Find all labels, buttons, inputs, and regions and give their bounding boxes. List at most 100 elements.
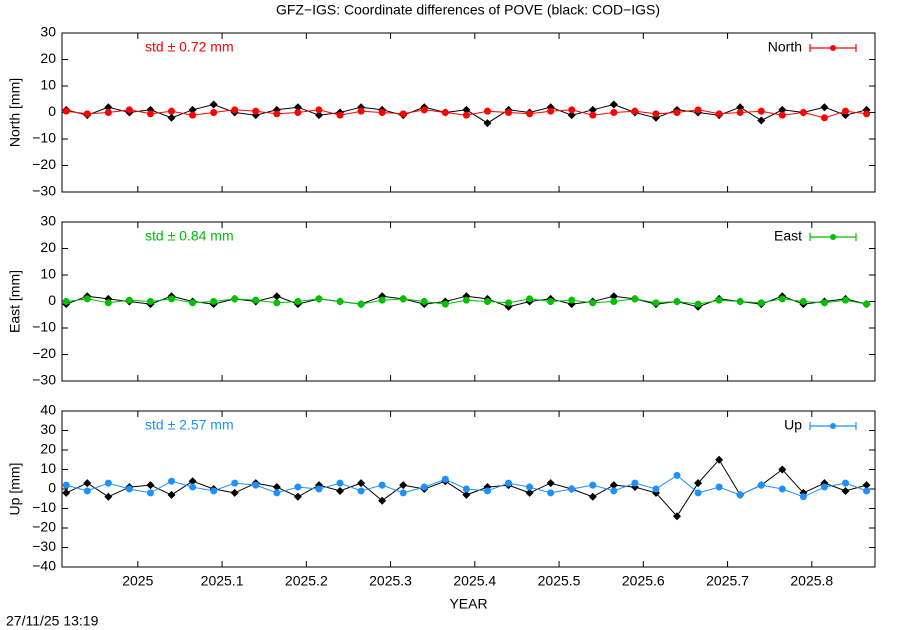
- legend-label: Up: [784, 417, 802, 433]
- data-point: [694, 489, 702, 497]
- data-point: [252, 107, 260, 115]
- data-point: [842, 107, 850, 115]
- data-point: [62, 298, 70, 305]
- data-point: [378, 481, 386, 489]
- data-point: [188, 105, 197, 114]
- x-tick-label: 2025.2: [285, 573, 328, 589]
- data-point: [231, 106, 239, 114]
- data-point: [189, 299, 197, 307]
- data-point: [399, 481, 408, 490]
- y-tick-label: −30: [32, 183, 56, 199]
- data-point: [315, 106, 323, 114]
- data-point: [757, 107, 765, 115]
- data-point: [83, 479, 92, 488]
- data-point: [293, 103, 302, 112]
- y-tick-label: −10: [32, 499, 56, 515]
- data-point: [462, 111, 470, 119]
- x-tick-label: 2025.8: [790, 573, 833, 589]
- y-tick-label: 10: [40, 266, 56, 282]
- timestamp: 27/11/25 13:19: [6, 613, 99, 629]
- data-point: [673, 471, 681, 479]
- data-point: [799, 493, 807, 501]
- data-point: [778, 465, 787, 474]
- data-point: [610, 109, 618, 116]
- data-point: [336, 486, 345, 495]
- data-point: [146, 481, 155, 490]
- data-point: [525, 488, 534, 497]
- data-point: [757, 116, 766, 125]
- data-point: [568, 106, 576, 114]
- data-point: [652, 299, 660, 307]
- y-tick-label: 20: [40, 239, 56, 255]
- legend-swatch: [830, 45, 836, 51]
- data-point: [820, 299, 828, 307]
- data-point: [273, 110, 281, 118]
- data-point: [736, 298, 744, 305]
- data-point: [273, 299, 281, 307]
- data-point: [778, 485, 786, 493]
- y-tick-label: 30: [40, 421, 56, 437]
- legend-swatch: [830, 423, 836, 429]
- legend-label: North: [768, 39, 802, 55]
- data-point: [294, 298, 302, 305]
- data-point: [189, 483, 197, 491]
- data-point: [168, 107, 176, 115]
- data-point: [420, 298, 428, 305]
- data-point: [83, 110, 91, 118]
- data-point: [399, 110, 407, 118]
- data-point: [125, 106, 133, 114]
- y-tick-label: −40: [32, 558, 56, 574]
- data-point: [567, 111, 576, 120]
- data-point: [588, 492, 597, 501]
- data-point: [483, 298, 491, 305]
- y-tick-label: 0: [48, 292, 56, 308]
- legend-swatch: [830, 234, 836, 240]
- data-point: [336, 111, 344, 119]
- data-point: [210, 487, 218, 495]
- data-point: [842, 479, 850, 487]
- data-point: [62, 107, 70, 115]
- data-point: [336, 298, 344, 305]
- y-tick-label: 20: [40, 50, 56, 66]
- y-tick-label: −20: [32, 345, 56, 361]
- data-point: [441, 300, 449, 308]
- data-point: [231, 295, 239, 303]
- legend-label: East: [774, 228, 802, 244]
- data-point: [568, 485, 576, 493]
- data-point: [694, 300, 702, 308]
- data-point: [104, 299, 112, 307]
- x-axis-label: YEAR: [449, 596, 487, 612]
- data-point: [294, 109, 302, 116]
- data-point: [820, 114, 828, 122]
- data-point: [209, 100, 218, 109]
- data-point: [462, 490, 471, 499]
- x-tick-label: 2025.6: [622, 573, 665, 589]
- data-point: [526, 110, 534, 118]
- data-point: [189, 111, 197, 119]
- data-point: [694, 479, 703, 488]
- y-tick-label: −10: [32, 319, 56, 335]
- data-point: [715, 110, 723, 118]
- data-point: [631, 479, 639, 487]
- data-point: [378, 109, 386, 116]
- data-point: [104, 109, 112, 116]
- data-point: [273, 489, 281, 497]
- data-point: [252, 481, 260, 489]
- y-tick-label: 10: [40, 77, 56, 93]
- y-axis-label: East [mm]: [7, 270, 23, 333]
- data-point: [483, 119, 492, 128]
- data-point: [104, 103, 113, 112]
- data-point: [609, 100, 618, 109]
- data-point: [294, 483, 302, 491]
- data-point: [589, 481, 597, 489]
- y-tick-label: −10: [32, 130, 56, 146]
- data-point: [357, 479, 366, 488]
- data-point: [609, 481, 618, 490]
- y-axis-label: North [mm]: [7, 78, 23, 147]
- data-point: [252, 296, 260, 304]
- data-point: [588, 105, 597, 114]
- data-point: [315, 295, 323, 303]
- data-point: [673, 298, 681, 305]
- y-tick-label: −20: [32, 519, 56, 535]
- y-tick-label: 10: [40, 460, 56, 476]
